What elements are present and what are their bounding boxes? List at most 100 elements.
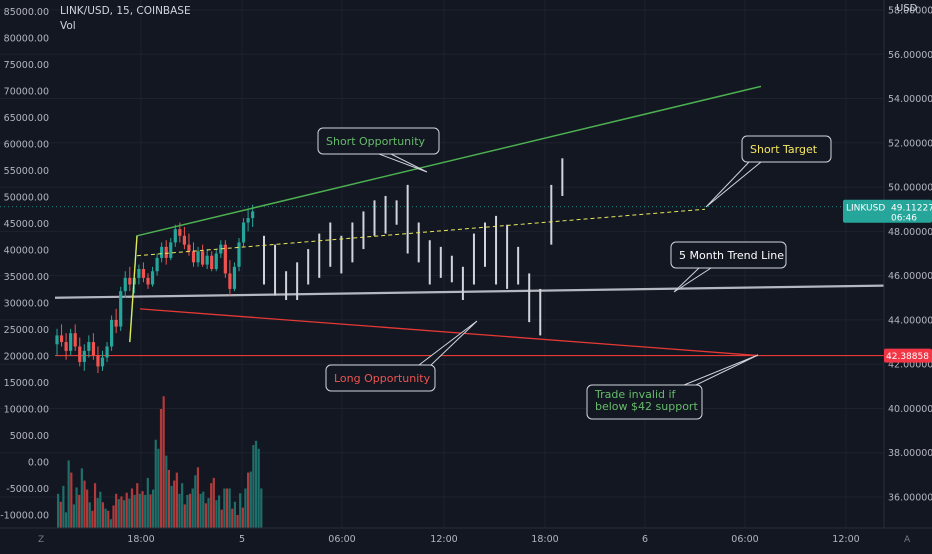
volume-bar [181,483,184,528]
candle-body [241,222,246,243]
candle-body [87,342,91,351]
candle-body [123,277,127,292]
volume-bar [188,493,192,528]
volume-bar [101,502,105,528]
callout-pointer [705,161,763,208]
candle-body [237,242,241,267]
time-axis-tick: 06:00 [328,534,355,545]
trend-drawings [129,85,762,357]
candle-body [100,357,105,367]
left-axis-tick: 0.00 [28,458,49,469]
timezone-button: Z [38,535,44,545]
currency-label[interactable]: USD [896,3,918,14]
volume-bar [254,440,258,528]
candle-body [228,273,232,289]
volume-bar [157,448,160,528]
volume-bar [130,488,134,528]
callout-box [317,127,440,155]
volume-bar [215,500,218,528]
candle-body [119,291,123,327]
volume-bar [99,491,102,528]
volume-bar [154,439,157,528]
callout-text: Short Opportunity [326,135,426,148]
volume-bar [107,510,110,528]
annotations: Short Opportunity Short Target 5 Month Tre… [317,127,832,420]
candle-body [223,244,227,274]
volume-bar [57,493,60,528]
volume-bar [223,488,226,528]
volume-bar [146,477,149,528]
candle-body [155,257,159,272]
volume-bar [257,448,260,528]
volume-bar [162,396,165,528]
volume-bar [249,471,252,528]
volume-bar [233,501,237,528]
left-axis-tick: 55000.00 [4,166,49,177]
candle-body [214,253,218,269]
time-axis-tick: 12:00 [430,534,457,545]
callout-pointer [417,320,478,366]
right-axis-bg [884,0,932,528]
volume-bar [231,508,234,528]
candle-body [141,268,146,278]
left-axis-tick: 70000.00 [4,87,49,98]
volume-bar [104,508,107,528]
volume-bar [225,488,229,528]
callout-text: Long Opportunity [334,372,431,385]
callout-box [325,364,436,392]
volume-bar [80,468,83,528]
left-axis-tick: 20000.00 [4,352,49,363]
volume-bar [136,483,139,528]
candle-body [137,268,141,278]
volume-label[interactable]: Vol [60,20,76,32]
left-axis-tick: 10000.00 [4,405,49,416]
volume-bar [109,519,112,528]
candle-body [201,251,205,265]
right-axis-tick: 54.00000 [888,94,932,105]
left-axis-tick: 80000.00 [4,34,49,45]
auto-scale-button: A [904,535,911,545]
candle-body [128,277,132,285]
bar-countdown: 06:46 [891,214,917,224]
callout-pointer [683,354,759,386]
left-axis-tick: 40000.00 [4,246,49,257]
volume-bar [88,502,91,528]
candle-body [251,211,255,219]
volume-bar [207,498,210,528]
right-axis-tick: 50.00000 [888,183,932,194]
callout-box [586,384,703,420]
candle-body [178,229,182,236]
left-axis-tick: 25000.00 [4,325,49,336]
volume-bar [204,503,207,528]
volume-bar [244,488,247,528]
volume-bar [217,495,221,528]
volume-bar [202,491,205,528]
five-month-trend-line [54,284,885,299]
volume-bar [72,504,76,528]
left-axis-tick: -10000.00 [0,511,49,522]
volume-bar [194,475,197,528]
left-axis-tick: 15000.00 [4,378,49,389]
lower-channel-line [139,308,759,357]
candle-body [73,333,77,347]
projection-bars [263,158,564,336]
candle-body [187,244,191,252]
time-axis-tick: 06:00 [731,534,758,545]
volume-bar [191,488,194,528]
candle-body [114,319,118,327]
right-axis-tick: 38.00000 [888,448,932,459]
symbol-title[interactable]: LINK/USD, 15, COINBASE [60,5,191,17]
support-price-tag [884,348,932,363]
candle-body [146,277,150,285]
volume-bar [122,500,126,528]
candle-body [55,335,59,345]
candle-body [173,229,177,243]
last-price-tag [843,199,932,223]
left-axis-tick: -5000.00 [6,484,49,495]
candles [55,204,255,374]
right-axis-tick: 48.00000 [888,227,932,238]
callout-text: 5 Month Trend Line [679,249,784,262]
